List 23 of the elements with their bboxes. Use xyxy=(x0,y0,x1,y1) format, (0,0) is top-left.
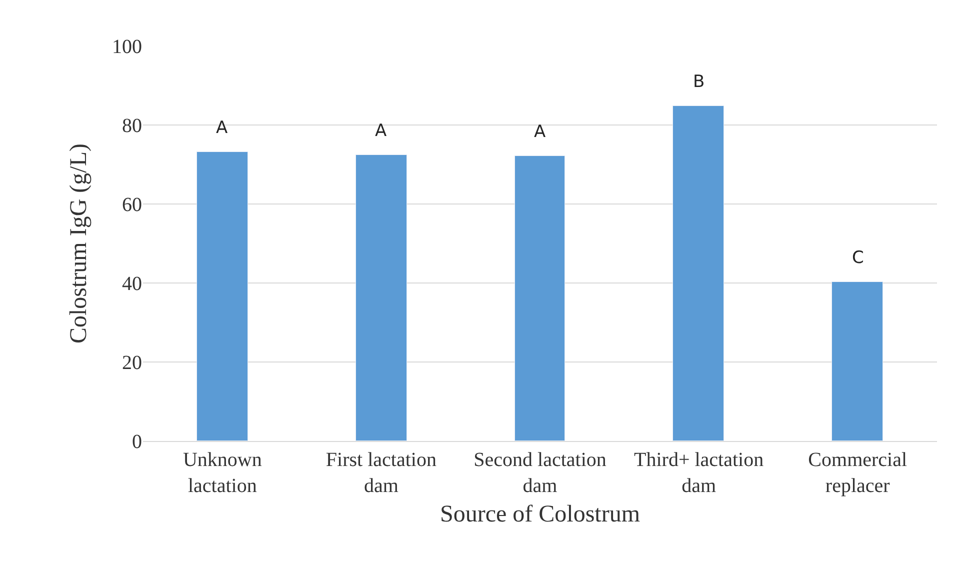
y-tick-label: 20 xyxy=(122,352,142,374)
x-tick-label: Commercial replacer xyxy=(808,449,908,497)
y-tick-label: 40 xyxy=(122,273,142,295)
bar xyxy=(832,282,883,441)
y-tick-label: 60 xyxy=(122,194,142,216)
bar xyxy=(356,154,407,441)
annotation: C xyxy=(852,248,864,268)
y-tick-label: 80 xyxy=(122,115,142,137)
x-tick-label: First lactation dam xyxy=(326,449,436,497)
y-axis-title: Colostrum IgG (g/L) xyxy=(66,144,92,344)
x-tick-label: Unknown lactation xyxy=(182,449,262,497)
y-tick-label: 0 xyxy=(132,431,142,453)
x-tick-label: Second lactation dam xyxy=(474,449,606,497)
annotation: A xyxy=(216,118,228,138)
bar xyxy=(514,156,565,441)
x-tick-label: Third+ lactation dam xyxy=(634,449,764,497)
bar xyxy=(196,152,248,441)
annotation: A xyxy=(534,122,546,142)
y-tick-label: 100 xyxy=(112,36,142,58)
x-axis-title: Source of Colostrum xyxy=(440,501,640,528)
annotation: A xyxy=(375,121,387,141)
bar xyxy=(672,106,724,441)
annotation: B xyxy=(693,72,705,92)
